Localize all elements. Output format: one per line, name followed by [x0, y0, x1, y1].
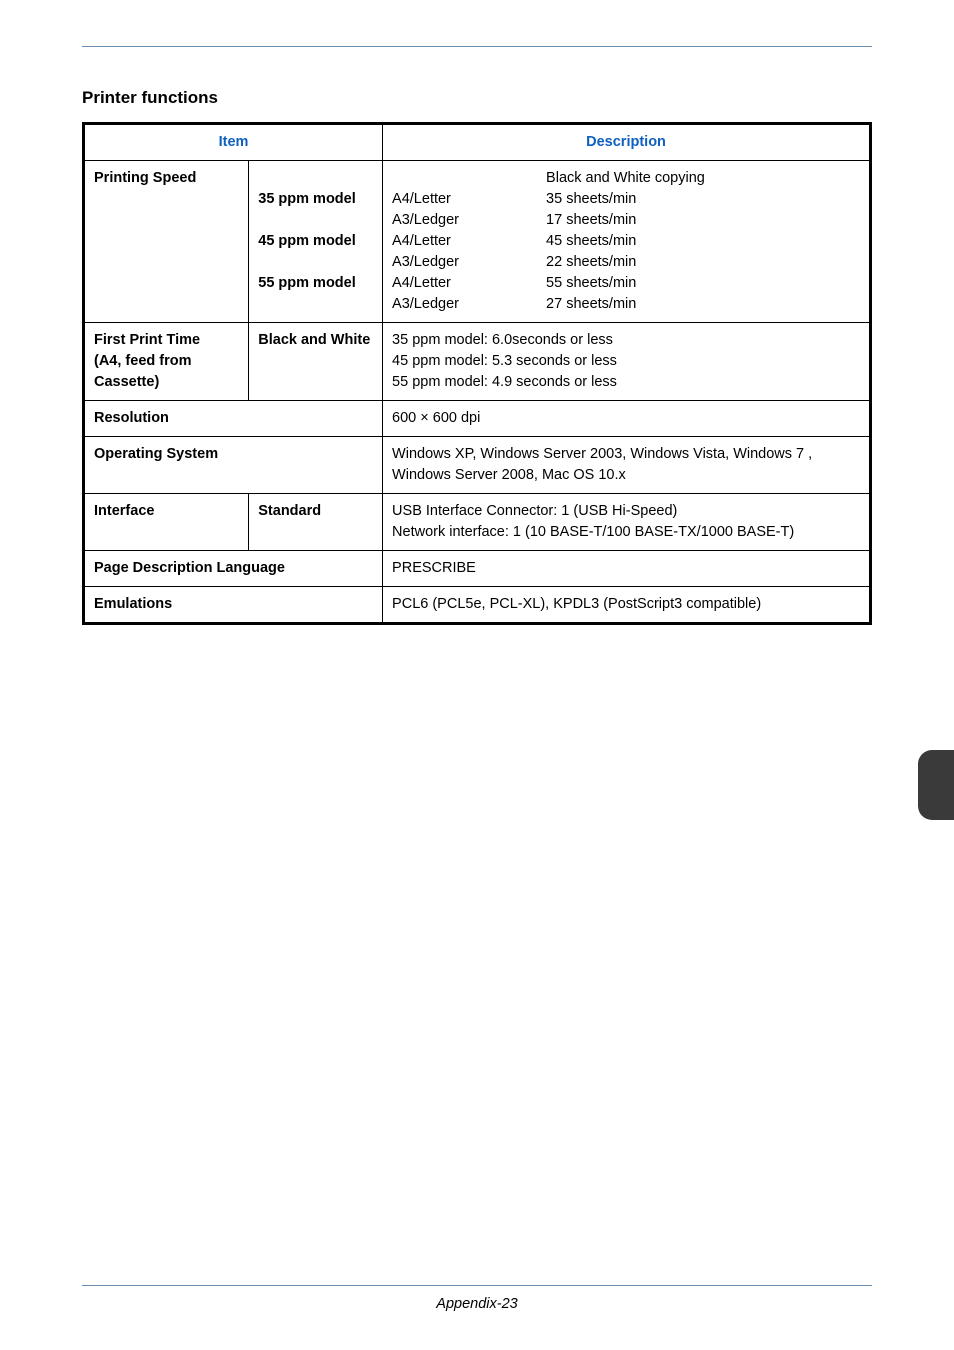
ps-1-0-rate: 45 sheets/min [546, 231, 860, 252]
footer-rule [82, 1285, 872, 1286]
ps-1-1-size: A3/Ledger [392, 252, 542, 273]
cell-interface-label: Interface [84, 494, 249, 551]
footer-text: Appendix-23 [82, 1296, 872, 1312]
cell-os-label: Operating System [84, 437, 383, 494]
ps-0-1-rate: 17 sheets/min [546, 210, 860, 231]
cell-printing-speed-variants: 35 ppm model 45 ppm model 55 ppm model [249, 161, 383, 323]
row-os: Operating System Windows XP, Windows Ser… [84, 437, 871, 494]
side-tab [918, 750, 954, 820]
section-title: Printer functions [82, 88, 872, 108]
ps-2-1-rate: 27 sheets/min [546, 294, 860, 315]
variant-1-name: 45 ppm model [258, 231, 373, 252]
row-emulations: Emulations PCL6 (PCL5e, PCL-XL), KPDL3 (… [84, 587, 871, 624]
header-description: Description [383, 124, 871, 161]
table-header-row: Item Description [84, 124, 871, 161]
ps-2-0-size: A4/Letter [392, 273, 542, 294]
footer: Appendix-23 [82, 1285, 872, 1312]
desc-header: Black and White copying [546, 168, 860, 189]
cell-pdl-label: Page Description Language [84, 551, 383, 587]
ps-2-0-rate: 55 sheets/min [546, 273, 860, 294]
row-first-print: First Print Time (A4, feed from Cassette… [84, 323, 871, 401]
ps-0-0-size: A4/Letter [392, 189, 542, 210]
ps-0-0-rate: 35 sheets/min [546, 189, 860, 210]
cell-first-print-label: First Print Time (A4, feed from Cassette… [84, 323, 249, 401]
cell-resolution-desc: 600 × 600 dpi [383, 401, 871, 437]
cell-first-print-sub: Black and White [249, 323, 383, 401]
row-interface: Interface Standard USB Interface Connect… [84, 494, 871, 551]
variant-2-name: 55 ppm model [258, 273, 373, 294]
ps-0-1-size: A3/Ledger [392, 210, 542, 231]
header-item: Item [84, 124, 383, 161]
cell-printing-speed-desc: Black and White copying A4/Letter 35 she… [383, 161, 871, 323]
row-pdl: Page Description Language PRESCRIBE [84, 551, 871, 587]
content-area: Printer functions Item Description Print… [82, 88, 872, 625]
cell-os-desc: Windows XP, Windows Server 2003, Windows… [383, 437, 871, 494]
ps-1-1-rate: 22 sheets/min [546, 252, 860, 273]
cell-interface-desc: USB Interface Connector: 1 (USB Hi-Speed… [383, 494, 871, 551]
cell-emulations-label: Emulations [84, 587, 383, 624]
cell-printing-speed-label: Printing Speed [84, 161, 249, 323]
ps-2-1-size: A3/Ledger [392, 294, 542, 315]
row-resolution: Resolution 600 × 600 dpi [84, 401, 871, 437]
variant-0-name: 35 ppm model [258, 189, 373, 210]
row-printing-speed: Printing Speed 35 ppm model 45 ppm model… [84, 161, 871, 323]
cell-pdl-desc: PRESCRIBE [383, 551, 871, 587]
cell-emulations-desc: PCL6 (PCL5e, PCL-XL), KPDL3 (PostScript3… [383, 587, 871, 624]
cell-interface-sub: Standard [249, 494, 383, 551]
spec-table: Item Description Printing Speed 35 ppm m… [82, 122, 872, 625]
cell-resolution-label: Resolution [84, 401, 383, 437]
ps-1-0-size: A4/Letter [392, 231, 542, 252]
top-rule [82, 46, 872, 47]
cell-first-print-desc: 35 ppm model: 6.0seconds or less 45 ppm … [383, 323, 871, 401]
